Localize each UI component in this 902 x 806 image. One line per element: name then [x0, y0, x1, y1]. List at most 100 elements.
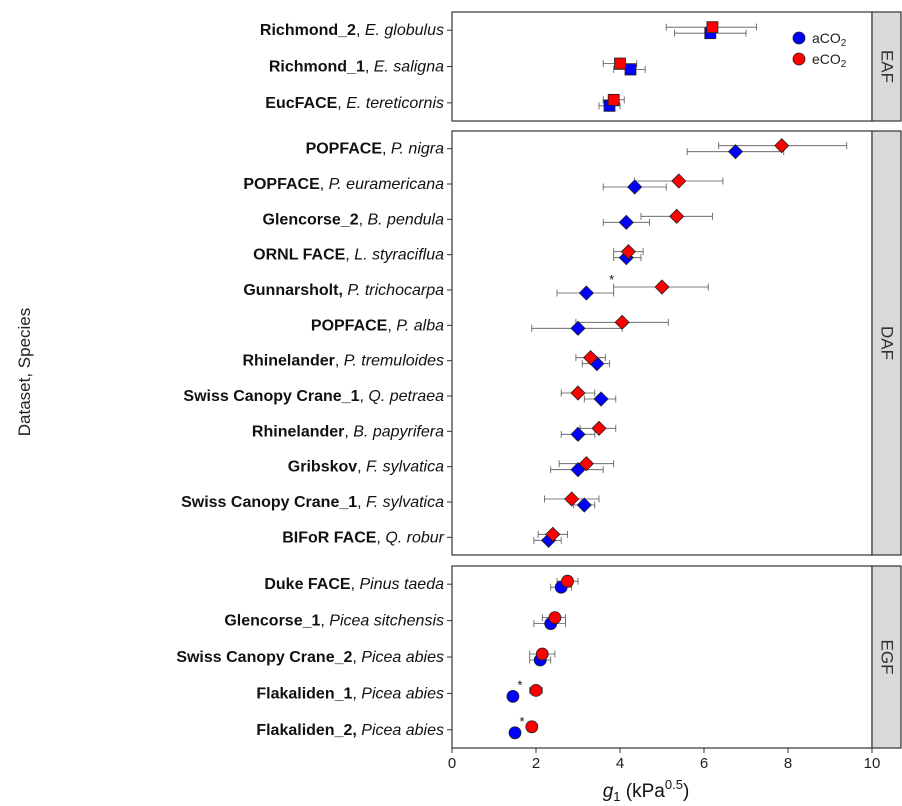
y-tick-label-species: Picea abies	[361, 685, 444, 702]
panel-strip	[871, 565, 902, 749]
y-tick-label-dataset: Richmond_1	[269, 59, 365, 76]
y-tick-label-sep: ,	[352, 685, 361, 702]
y-tick-label-dataset: Glencorse_2	[263, 211, 359, 228]
y-axis-label: Dataset, Species	[15, 308, 34, 437]
x-tick-label: 8	[784, 755, 792, 772]
point-eco2	[525, 720, 539, 734]
data-row: Swiss Canopy Crane_1, Q. petraea	[183, 385, 617, 407]
y-tick-label-dataset: Gunnarsholt,	[243, 282, 343, 299]
point-eco2	[706, 21, 719, 34]
data-row: Rhinelander, P. tremuloides	[242, 350, 610, 372]
point-eco2	[654, 279, 670, 295]
y-tick-label-species: P. alba	[396, 317, 444, 334]
y-tick-label-dataset: Duke FACE	[264, 576, 351, 593]
y-tick-label-species: E. saligna	[374, 59, 444, 76]
y-tick-label-sep: ,	[351, 576, 360, 593]
y-tick-label-dataset: Richmond_2	[260, 22, 356, 39]
legend-label-aco2-text: aCO	[812, 30, 841, 46]
y-tick-label-sep: ,	[357, 494, 366, 511]
point-aco2	[618, 214, 634, 230]
y-tick-label-dataset: Swiss Canopy Crane_1	[183, 388, 359, 405]
point-eco2	[583, 350, 599, 366]
y-tick-label-sep: ,	[345, 247, 354, 264]
y-tick-label-dataset: EucFACE	[265, 95, 337, 112]
data-row: Richmond_2, E. globulus	[260, 21, 757, 39]
y-tick-label-sep: ,	[337, 95, 346, 112]
panel-strip	[871, 130, 902, 556]
y-tick-label: Richmond_2, E. globulus	[260, 22, 444, 39]
y-tick-label-species: B. pendula	[367, 211, 444, 228]
point-aco2	[624, 63, 637, 76]
y-tick-label-species: P. euramericana	[329, 176, 444, 193]
y-tick-label-sep: ,	[335, 353, 344, 370]
x-axis-label-subscript: 1	[613, 789, 620, 804]
y-tick-label-species: E. tereticornis	[346, 95, 444, 112]
point-eco2	[529, 684, 543, 697]
y-tick-label-sep: ,	[359, 211, 368, 228]
point-eco2	[614, 314, 630, 330]
y-tick-label-sep: ,	[356, 22, 365, 39]
y-tick-label: Rhinelander, P. tremuloides	[242, 353, 444, 370]
legend-marker-eco2	[792, 52, 806, 66]
data-row: Gribskov, F. sylvatica	[288, 456, 615, 478]
y-tick-label-dataset: ORNL FACE	[253, 247, 345, 264]
y-tick-label: Swiss Canopy Crane_2, Picea abies	[176, 649, 444, 666]
point-eco2	[545, 526, 561, 542]
y-tick-label-species: F. sylvatica	[366, 459, 444, 476]
y-tick-label-dataset: POPFACE	[243, 176, 320, 193]
y-tick-label-dataset: Rhinelander	[252, 423, 344, 440]
point-eco2	[578, 456, 594, 472]
data-row: Swiss Canopy Crane_1, F. sylvatica	[181, 491, 600, 513]
y-tick-label: BIFoR FACE, Q. robur	[282, 529, 444, 546]
legend-label-eco2: eCO2	[812, 51, 847, 70]
point-eco2	[591, 420, 607, 436]
panel-strip-label: EAF	[878, 50, 897, 83]
y-tick-label-dataset: Swiss Canopy Crane_2	[176, 649, 352, 666]
x-tick-label: 0	[448, 755, 456, 772]
y-tick-label-species: P. trichocarpa	[347, 282, 444, 299]
point-eco2	[564, 491, 580, 507]
point-aco2	[576, 497, 592, 513]
x-tick-label: 2	[532, 755, 540, 772]
y-tick-label-dataset: POPFACE	[311, 317, 388, 334]
y-tick-label-sep: ,	[320, 613, 329, 630]
y-tick-label-sep: ,	[320, 176, 329, 193]
x-axis-label-close: )	[683, 781, 689, 802]
y-tick-label-sep: ,	[352, 649, 361, 666]
point-eco2	[774, 138, 790, 154]
legend-label-aco2-sub: 2	[841, 38, 847, 49]
data-row: Gunnarsholt, P. trichocarpa *	[243, 272, 709, 301]
y-tick-label-species: Picea abies	[361, 722, 444, 739]
data-row: Duke FACE, Pinus taeda	[264, 574, 579, 594]
y-tick-label: Flakaliden_1, Picea abies	[256, 685, 444, 702]
data-row: Glencorse_2, B. pendula	[263, 208, 713, 230]
y-tick-label-species: P. nigra	[391, 141, 444, 158]
y-tick-label: Swiss Canopy Crane_1, Q. petraea	[183, 388, 444, 405]
data-row: POPFACE, P. alba	[311, 314, 669, 336]
x-axis-label-symbol: g	[603, 781, 614, 802]
point-aco2	[627, 179, 643, 195]
panels: EAF Richmond_2, E. globulus Richmond_1, E.…	[176, 11, 902, 749]
panel-frame	[451, 130, 873, 556]
data-row: Swiss Canopy Crane_2, Picea abies	[176, 647, 556, 667]
y-tick-label: POPFACE, P. nigra	[306, 141, 445, 158]
x-axis: 0 2 4 6 8 10	[448, 748, 880, 772]
y-tick-label: Glencorse_1, Picea sitchensis	[224, 613, 444, 630]
data-row: BIFoR FACE, Q. robur	[282, 526, 568, 548]
data-row: Flakaliden_2, Picea abies *	[256, 714, 539, 740]
point-eco2	[535, 647, 549, 661]
point-eco2	[548, 611, 562, 624]
point-aco2	[508, 726, 522, 740]
data-row: Glencorse_1, Picea sitchensis	[224, 611, 566, 630]
data-row: POPFACE, P. nigra	[306, 138, 848, 160]
y-tick-label-sep: ,	[360, 388, 369, 405]
x-axis-label-superscript: 0.5	[665, 777, 683, 792]
x-tick-label: 6	[700, 755, 708, 772]
point-aco2	[593, 391, 609, 407]
y-tick-label-sep: ,	[387, 317, 396, 334]
y-tick-label: Swiss Canopy Crane_1, F. sylvatica	[181, 494, 444, 511]
point-eco2	[607, 93, 620, 106]
legend-label-aco2: aCO2	[812, 30, 847, 49]
